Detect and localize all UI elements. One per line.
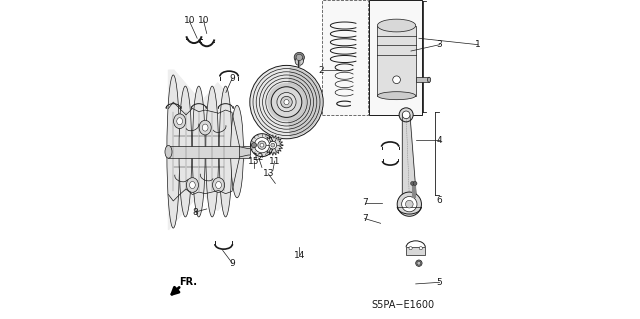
Circle shape: [258, 141, 266, 149]
Text: 12: 12: [253, 153, 264, 162]
Circle shape: [295, 57, 303, 65]
Text: 2: 2: [319, 66, 324, 75]
Text: 5: 5: [436, 278, 442, 287]
Text: 9: 9: [229, 74, 235, 83]
Ellipse shape: [219, 86, 232, 217]
Bar: [378, 26, 416, 96]
Circle shape: [252, 143, 257, 148]
Circle shape: [397, 192, 422, 216]
Circle shape: [402, 197, 417, 212]
Text: 13: 13: [262, 169, 274, 178]
Text: 15: 15: [248, 157, 260, 166]
Bar: [406, 247, 425, 255]
Text: 1: 1: [475, 40, 481, 49]
Circle shape: [281, 96, 292, 108]
Ellipse shape: [186, 178, 198, 192]
Text: 10: 10: [198, 16, 209, 25]
Text: FR.: FR.: [179, 277, 197, 287]
Ellipse shape: [202, 124, 208, 131]
Ellipse shape: [216, 182, 221, 189]
Circle shape: [416, 260, 422, 266]
Ellipse shape: [193, 86, 205, 217]
Circle shape: [277, 93, 296, 112]
Circle shape: [409, 247, 412, 250]
Circle shape: [268, 83, 306, 121]
Ellipse shape: [212, 178, 225, 192]
Text: 14: 14: [294, 251, 305, 260]
Ellipse shape: [206, 86, 218, 217]
Ellipse shape: [428, 77, 431, 82]
Polygon shape: [168, 70, 245, 230]
Circle shape: [413, 182, 417, 185]
Circle shape: [254, 137, 269, 153]
Bar: [321, 0, 368, 115]
Circle shape: [296, 54, 303, 61]
Ellipse shape: [378, 19, 416, 32]
Circle shape: [403, 111, 410, 119]
Bar: [168, 146, 250, 158]
Polygon shape: [239, 147, 250, 157]
Bar: [416, 77, 429, 82]
Circle shape: [294, 52, 305, 63]
Text: S5PA−E1600: S5PA−E1600: [371, 300, 435, 310]
Ellipse shape: [378, 92, 416, 100]
Circle shape: [250, 134, 273, 157]
Text: 8: 8: [192, 208, 198, 217]
Text: 7: 7: [362, 214, 367, 223]
Ellipse shape: [173, 114, 186, 129]
Ellipse shape: [167, 75, 180, 228]
Text: 10: 10: [184, 16, 195, 25]
Ellipse shape: [189, 182, 195, 189]
Circle shape: [269, 141, 276, 149]
Circle shape: [284, 100, 289, 105]
Ellipse shape: [199, 120, 211, 135]
Text: 6: 6: [436, 197, 442, 205]
Text: 3: 3: [436, 40, 442, 49]
Bar: [369, 0, 422, 115]
Ellipse shape: [165, 145, 172, 158]
Circle shape: [393, 76, 401, 84]
Circle shape: [417, 261, 421, 265]
Text: 7: 7: [362, 198, 367, 207]
Circle shape: [406, 200, 413, 208]
Circle shape: [250, 65, 323, 139]
Circle shape: [411, 182, 415, 185]
Circle shape: [419, 247, 422, 250]
Text: 11: 11: [269, 157, 280, 166]
Polygon shape: [403, 115, 417, 197]
Ellipse shape: [177, 118, 182, 125]
Text: 4: 4: [437, 136, 442, 145]
Circle shape: [271, 143, 275, 147]
Circle shape: [271, 87, 302, 117]
Circle shape: [399, 108, 413, 122]
Ellipse shape: [230, 105, 243, 198]
Text: 9: 9: [229, 259, 235, 268]
Polygon shape: [262, 135, 283, 155]
Ellipse shape: [179, 86, 192, 217]
Circle shape: [260, 143, 264, 147]
